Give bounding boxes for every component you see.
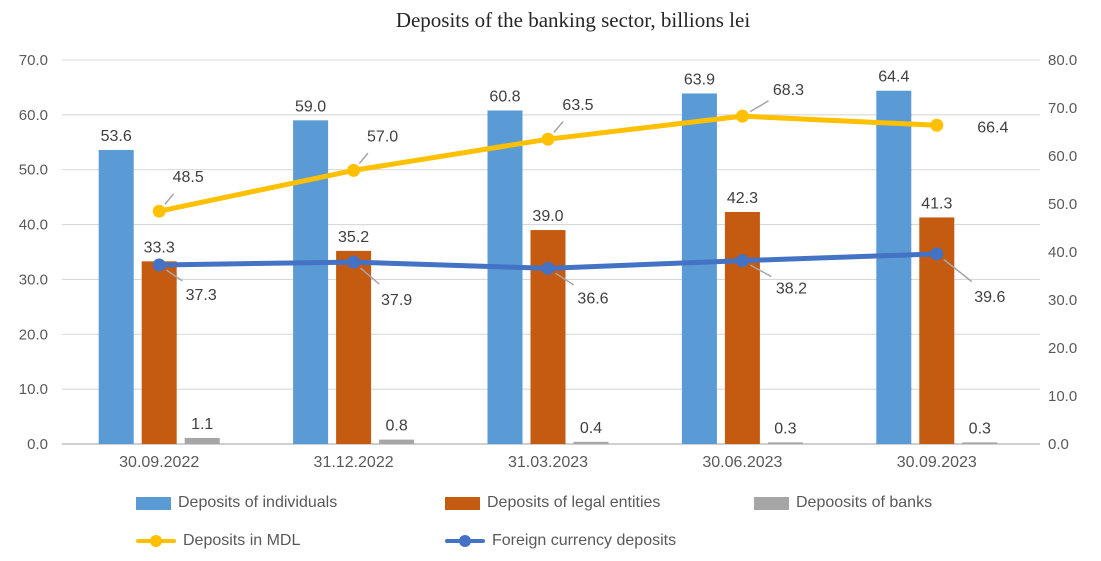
leader-line <box>166 269 183 282</box>
line-value-label: 38.2 <box>776 281 807 298</box>
bar-2-1 <box>379 439 415 444</box>
left-axis-tick-label: 60.0 <box>19 107 48 124</box>
line-value-label: 68.3 <box>773 82 804 99</box>
line-value-label: 57.0 <box>367 128 398 145</box>
leader-line <box>943 258 973 283</box>
left-axis-tick-label: 40.0 <box>19 217 48 234</box>
line-value-label: 39.6 <box>974 289 1005 306</box>
line-marker-0-2 <box>541 132 555 146</box>
left-axis-tick-label: 30.0 <box>19 271 48 288</box>
leader-line <box>358 152 369 164</box>
leader-line <box>553 121 564 133</box>
line-marker-1-3 <box>735 254 749 268</box>
bar-value-label: 63.9 <box>684 71 715 88</box>
left-axis-tick-label: 70.0 <box>19 52 48 69</box>
line-marker-0-1 <box>347 163 361 177</box>
right-axis-tick-label: 50.0 <box>1048 196 1077 213</box>
right-axis-tick-label: 20.0 <box>1048 340 1077 357</box>
right-axis-tick-label: 40.0 <box>1048 244 1077 261</box>
left-axis-tick-label: 20.0 <box>19 326 48 343</box>
bar-2-2 <box>573 441 609 444</box>
bar-value-label: 53.6 <box>101 128 132 145</box>
leader-line <box>749 100 769 113</box>
x-axis-label: 31.12.2022 <box>314 454 394 471</box>
bar-value-label: 0.4 <box>580 420 602 437</box>
left-axis-tick-label: 10.0 <box>19 381 48 398</box>
bar-0-0 <box>98 149 134 445</box>
bar-2-3 <box>767 442 803 444</box>
bar-0-4 <box>876 90 912 444</box>
right-axis-tick-label: 70.0 <box>1048 100 1077 117</box>
line-value-label: 66.4 <box>977 119 1008 136</box>
bar-value-label: 64.4 <box>878 69 909 86</box>
bar-1-1 <box>336 250 372 444</box>
line-marker-0-3 <box>735 109 749 123</box>
right-axis-tick-label: 10.0 <box>1048 388 1077 405</box>
bar-value-label: 39.0 <box>532 208 563 225</box>
bar-value-label: 42.3 <box>727 190 758 207</box>
bar-value-label: 60.8 <box>489 88 520 105</box>
left-axis-tick-label: 0.0 <box>27 436 48 453</box>
line-value-label: 36.6 <box>577 290 608 307</box>
line-0 <box>156 113 940 214</box>
bar-value-label: 33.3 <box>144 239 175 256</box>
bar-value-label: 0.3 <box>969 420 991 437</box>
line-value-label: 37.9 <box>381 292 412 309</box>
bar-value-label: 0.8 <box>385 418 407 435</box>
left-axis-tick-label: 50.0 <box>19 162 48 179</box>
bar-1-3 <box>724 211 760 444</box>
chart-title: Deposits of the banking sector, billions… <box>395 8 751 32</box>
x-axis-label: 30.06.2023 <box>702 454 782 471</box>
bar-value-label: 41.3 <box>921 195 952 212</box>
x-axis-label: 31.03.2023 <box>508 454 588 471</box>
leader-line <box>555 272 575 286</box>
right-axis-tick-label: 80.0 <box>1048 52 1077 69</box>
bar-0-1 <box>293 120 329 444</box>
bar-0-2 <box>487 110 523 445</box>
line-marker-1-1 <box>347 255 361 269</box>
line-value-label: 48.5 <box>173 169 204 186</box>
bar-value-label: 1.1 <box>191 416 213 433</box>
x-axis-label: 30.09.2023 <box>897 454 977 471</box>
bar-2-4 <box>962 442 998 444</box>
right-axis-tick-label: 30.0 <box>1048 292 1077 309</box>
leader-line <box>164 193 175 205</box>
right-axis-tick-label: 0.0 <box>1048 436 1069 453</box>
line-marker-1-0 <box>152 258 166 272</box>
bar-value-label: 59.0 <box>295 98 326 115</box>
right-axis-tick-label: 60.0 <box>1048 148 1077 165</box>
line-value-label: 63.5 <box>562 97 593 114</box>
bar-2-0 <box>184 437 220 444</box>
leader-line <box>359 267 380 285</box>
leader-line <box>749 264 772 278</box>
line-marker-1-4 <box>930 247 944 261</box>
bar-value-label: 35.2 <box>338 229 369 246</box>
bar-1-0 <box>141 261 177 444</box>
bar-value-label: 0.3 <box>774 420 796 437</box>
line-marker-0-0 <box>152 204 166 218</box>
line-marker-0-4 <box>930 118 944 132</box>
line-marker-1-2 <box>541 261 555 275</box>
bar-0-3 <box>681 93 717 444</box>
line-value-label: 37.3 <box>186 287 217 304</box>
x-axis-label: 30.09.2022 <box>119 454 199 471</box>
